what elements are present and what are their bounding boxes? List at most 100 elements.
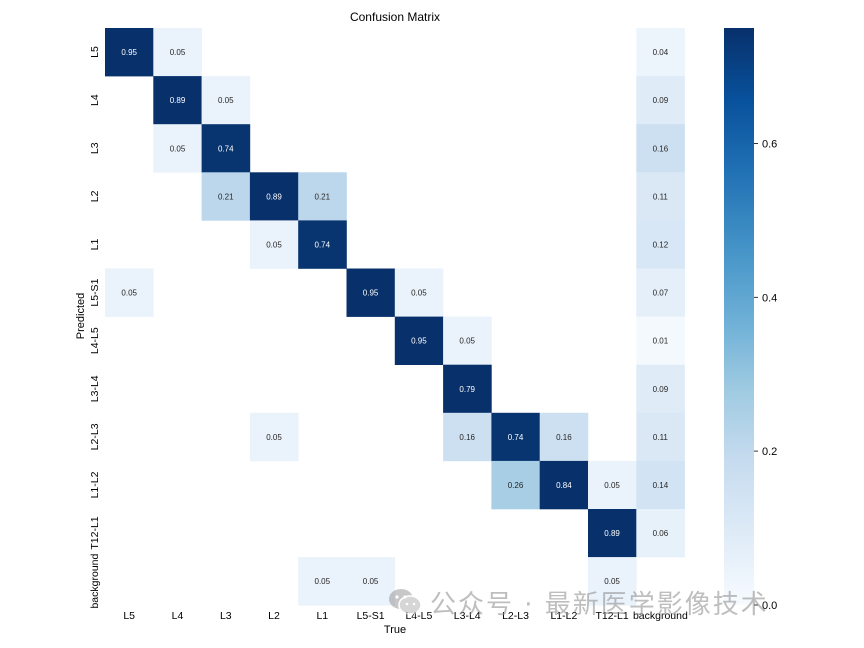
cell-value-label: 0.95 — [411, 337, 427, 346]
cell-value-label: 0.26 — [508, 481, 524, 490]
heatmap-cell — [636, 412, 685, 462]
x-tick-label: L2 — [268, 610, 280, 622]
heatmap-cell — [539, 460, 589, 510]
cell-value-label: 0.74 — [508, 433, 524, 442]
cell-value-label: 0.05 — [266, 433, 282, 442]
x-tick-label: L2-L3 — [502, 610, 529, 622]
cell-value-label: 0.05 — [315, 577, 331, 586]
x-tick-label: L1 — [316, 610, 328, 622]
y-axis-label: Predicted — [75, 293, 87, 339]
y-tick-label: L1-L2 — [89, 471, 101, 498]
heatmap-cell — [249, 172, 299, 221]
heatmap-cell — [588, 557, 637, 606]
x-tick-label: T12-L1 — [595, 610, 628, 622]
x-tick-label: L5-S1 — [357, 610, 385, 622]
colorbar-tick-label: 0.2 — [762, 446, 777, 458]
heatmap-cell — [346, 268, 396, 317]
heatmap-cell — [298, 557, 347, 606]
heatmap-cell — [588, 460, 637, 510]
x-tick-label: background — [633, 610, 688, 622]
x-tick-label: L3-L4 — [454, 610, 481, 622]
y-tick-label: L1 — [89, 239, 101, 251]
cell-value-label: 0.05 — [411, 289, 427, 298]
heatmap-cell — [105, 28, 154, 77]
cell-value-label: 0.74 — [218, 144, 234, 153]
cell-value-label: 0.11 — [653, 192, 669, 201]
cell-value-label: 0.05 — [604, 577, 620, 586]
y-tick-label: L4 — [89, 94, 101, 106]
heatmap-cell — [636, 76, 685, 125]
heatmap-cell — [249, 412, 299, 462]
heatmap-cell — [636, 268, 685, 317]
cell-value-label: 0.11 — [653, 433, 669, 442]
colorbar — [724, 28, 754, 605]
heatmap-cell — [443, 412, 492, 462]
heatmap-cell — [201, 124, 251, 173]
cell-value-label: 0.09 — [653, 385, 669, 394]
heatmap-cell — [491, 460, 540, 510]
cell-value-label: 0.84 — [556, 481, 572, 490]
cell-value-label: 0.05 — [170, 144, 186, 153]
heatmap-cell — [443, 316, 492, 365]
cell-value-label: 0.05 — [266, 241, 282, 250]
y-tick-label: L5-S1 — [89, 278, 101, 306]
cell-value-label: 0.05 — [121, 289, 137, 298]
cell-value-label: 0.21 — [218, 192, 234, 201]
heatmap-cell — [298, 172, 347, 221]
heatmap-cell — [298, 220, 347, 269]
colorbar-tick-label: 0.4 — [762, 292, 777, 304]
heatmap-cell — [394, 268, 444, 317]
heatmap-cell — [346, 557, 396, 606]
y-tick-label: L3-L4 — [89, 375, 101, 402]
y-tick-label: L2-L3 — [89, 423, 101, 450]
watermark: 公众号 · 最新医学影像技术 — [388, 584, 769, 620]
heatmap-cell — [201, 76, 251, 125]
heatmap-cells: 0.95 0.05 0.04 0.89 0.05 0.09 0.05 0.74 0.16 0.21… — [105, 28, 685, 606]
heatmap-cell — [491, 412, 540, 462]
cell-value-label: 0.95 — [363, 289, 379, 298]
colorbar-ticks: 0.0 0.2 0.4 0.6 — [754, 138, 777, 612]
heatmap-cell — [153, 28, 202, 77]
cell-value-label: 0.89 — [170, 96, 186, 105]
heatmap-cell — [636, 28, 685, 77]
heatmap-cell — [636, 124, 685, 173]
y-tick-label: L2 — [89, 190, 101, 202]
y-tick-label: L3 — [89, 142, 101, 154]
cell-value-label: 0.89 — [604, 529, 620, 538]
cell-value-label: 0.05 — [363, 577, 379, 586]
cell-value-label: 0.12 — [653, 241, 669, 250]
cell-value-label: 0.07 — [653, 289, 669, 298]
watermark-text: 公众号 · 最新医学影像技术 — [430, 589, 769, 620]
cell-value-label: 0.16 — [556, 433, 572, 442]
y-tick-label: L4-L5 — [89, 327, 101, 354]
heatmap-cell — [105, 268, 154, 317]
x-tick-label: L4 — [172, 610, 184, 622]
heatmap-cell — [153, 124, 202, 173]
y-tick-label: L5 — [89, 46, 101, 58]
cell-value-label: 0.21 — [315, 192, 331, 201]
heatmap-cell — [443, 364, 492, 414]
y-tick-label: T12-L1 — [89, 516, 101, 549]
heatmap-cell — [636, 509, 685, 558]
cell-value-label: 0.05 — [459, 337, 475, 346]
heatmap-cell — [636, 364, 685, 414]
y-tick-label: background — [89, 554, 101, 609]
cell-value-label: 0.05 — [604, 481, 620, 490]
heatmap-cell — [249, 220, 299, 269]
cell-value-label: 0.16 — [459, 433, 475, 442]
x-tick-label: L1-L2 — [550, 610, 577, 622]
heatmap-cell — [394, 316, 444, 365]
heatmap-cell — [153, 76, 202, 125]
cell-value-label: 0.06 — [653, 529, 669, 538]
cell-value-label: 0.14 — [653, 481, 669, 490]
heatmap-cell — [636, 172, 685, 221]
chart-title: Confusion Matrix — [350, 10, 440, 24]
heatmap-cell — [636, 460, 685, 510]
x-axis-label: True — [384, 624, 406, 636]
x-tick-labels: L5 L4 L3 L2 L1 L5-S1 L4-L5 L3-L4 L2-L3 L1-L2 T12-L… — [123, 610, 688, 622]
cell-value-label: 0.79 — [459, 385, 475, 394]
cell-value-label: 0.05 — [218, 96, 234, 105]
cell-value-label: 0.01 — [653, 337, 669, 346]
wechat-icon — [388, 588, 422, 616]
